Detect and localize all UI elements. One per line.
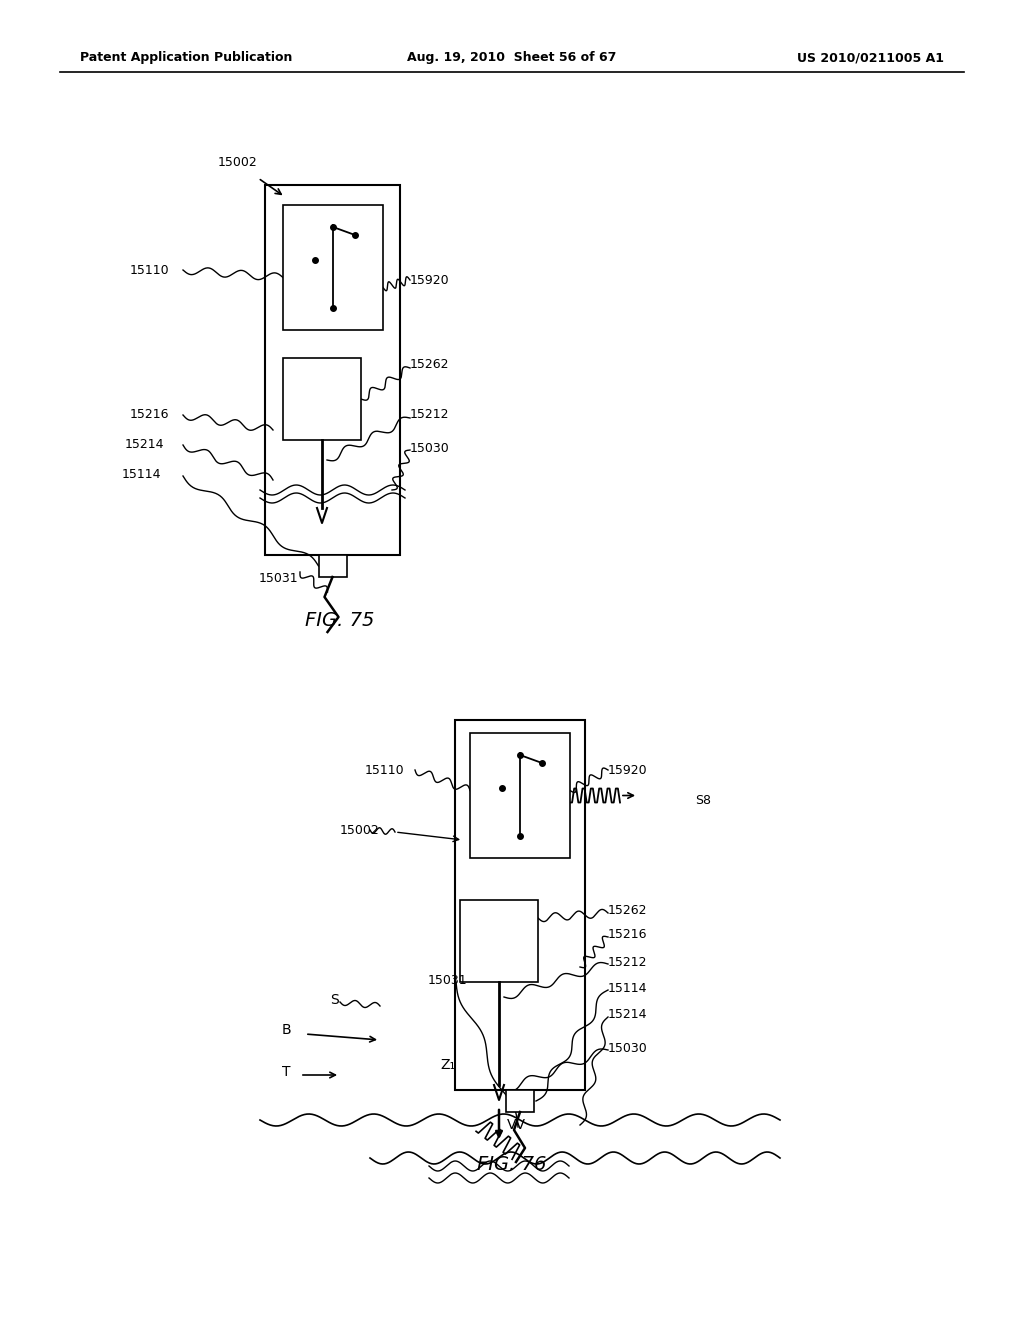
- Text: 15030: 15030: [410, 441, 450, 454]
- Text: FIG. 76: FIG. 76: [477, 1155, 547, 1175]
- Text: 15216: 15216: [608, 928, 647, 941]
- Text: 15030: 15030: [608, 1041, 648, 1055]
- Bar: [265, 185, 400, 554]
- Text: 15110: 15110: [130, 264, 170, 276]
- Bar: [318, 554, 346, 577]
- Text: Patent Application Publication: Patent Application Publication: [80, 51, 293, 65]
- Bar: [283, 358, 361, 440]
- Bar: [455, 719, 585, 1090]
- Text: VV: VV: [507, 1118, 526, 1133]
- Text: 15114: 15114: [122, 469, 162, 482]
- Text: 15212: 15212: [608, 956, 647, 969]
- Text: S8: S8: [695, 793, 711, 807]
- Text: 15214: 15214: [608, 1008, 647, 1022]
- Text: 15212: 15212: [410, 408, 450, 421]
- Text: B: B: [282, 1023, 292, 1038]
- Text: 15031: 15031: [258, 572, 298, 585]
- Text: 15214: 15214: [125, 438, 165, 451]
- Text: Z₁: Z₁: [440, 1059, 456, 1072]
- Text: 15110: 15110: [365, 763, 404, 776]
- Text: 15262: 15262: [410, 359, 450, 371]
- Text: 15262: 15262: [608, 903, 647, 916]
- Bar: [470, 733, 570, 858]
- Text: T: T: [282, 1065, 291, 1078]
- Text: 15216: 15216: [130, 408, 170, 421]
- Text: 15002: 15002: [218, 157, 258, 169]
- Text: 15031: 15031: [428, 974, 468, 986]
- Bar: [506, 1090, 534, 1111]
- Text: 15002: 15002: [340, 824, 380, 837]
- Text: US 2010/0211005 A1: US 2010/0211005 A1: [797, 51, 944, 65]
- Bar: [460, 900, 538, 982]
- Bar: [283, 205, 383, 330]
- Text: FIG. 75: FIG. 75: [305, 610, 375, 630]
- Text: 15114: 15114: [608, 982, 647, 994]
- Text: 15920: 15920: [608, 763, 647, 776]
- Text: S: S: [330, 993, 339, 1007]
- Text: Aug. 19, 2010  Sheet 56 of 67: Aug. 19, 2010 Sheet 56 of 67: [408, 51, 616, 65]
- Text: 15920: 15920: [410, 273, 450, 286]
